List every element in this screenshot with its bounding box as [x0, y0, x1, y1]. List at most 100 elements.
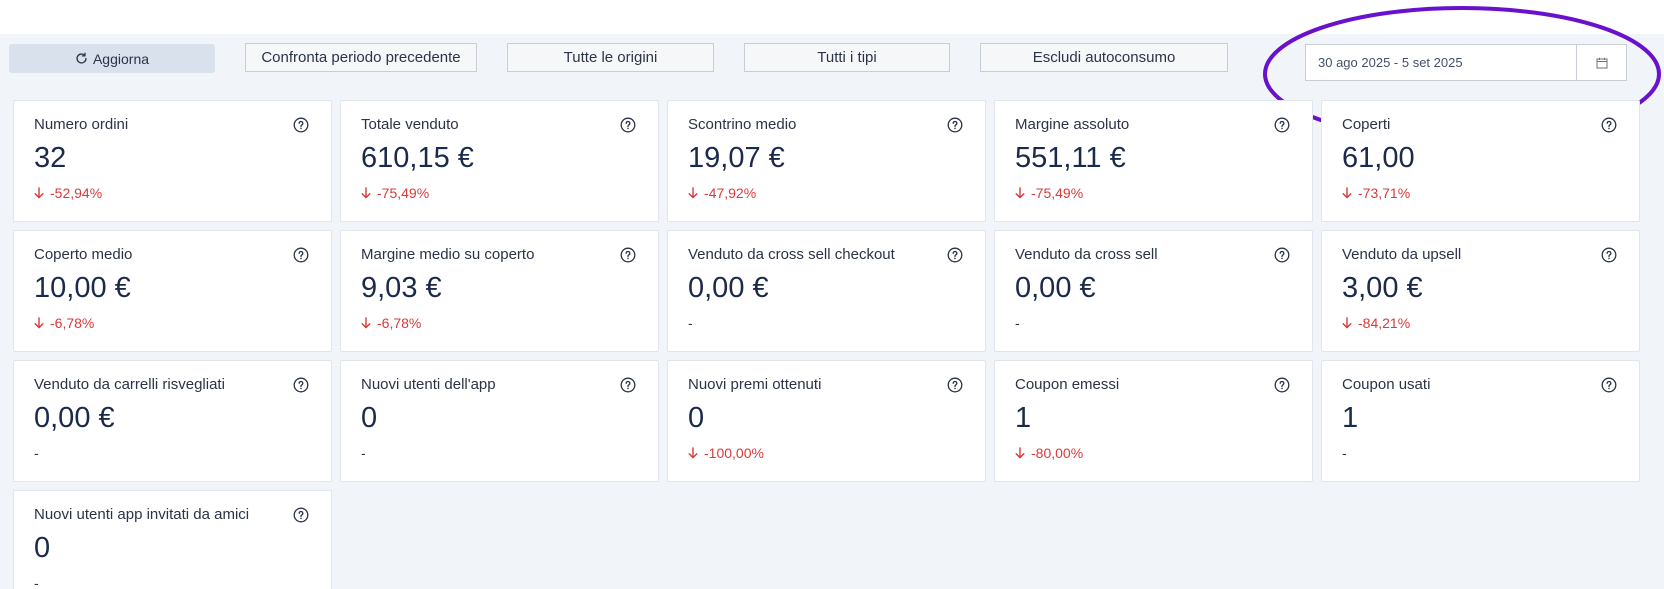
help-circle-icon[interactable] — [947, 377, 963, 393]
kpi-delta-text: -75,49% — [1031, 185, 1084, 201]
kpi-delta-text: -47,92% — [704, 185, 757, 201]
help-circle-icon[interactable] — [620, 247, 636, 263]
arrow-down-icon — [34, 187, 44, 199]
help-circle-icon[interactable] — [293, 117, 309, 133]
kpi-delta-text: -100,00% — [704, 445, 764, 461]
kpi-value: 9,03 € — [361, 272, 442, 304]
kpi-delta: -52,94% — [34, 185, 102, 201]
origins-button-label: Tutte le origini — [563, 49, 658, 66]
help-circle-icon[interactable] — [947, 247, 963, 263]
kpi-value: 0 — [361, 402, 378, 434]
kpi-label: Margine assoluto — [1015, 116, 1130, 133]
compare-button-label: Confronta periodo precedente — [261, 49, 461, 66]
kpi-card: Margine medio su coperto 9,03 € -6,78% — [340, 230, 659, 352]
help-circle-icon[interactable] — [293, 507, 309, 523]
help-circle-icon[interactable] — [947, 117, 963, 133]
kpi-value: 3,00 € — [1342, 272, 1423, 304]
arrow-down-icon — [688, 187, 698, 199]
kpi-label: Scontrino medio — [688, 116, 797, 133]
kpi-delta-text: - — [34, 575, 39, 589]
kpi-card: Nuovi utenti app invitati da amici 0 - — [13, 490, 332, 589]
kpi-delta: -6,78% — [361, 315, 421, 331]
kpi-label: Coperto medio — [34, 246, 133, 263]
arrow-down-icon — [34, 317, 44, 329]
help-circle-icon[interactable] — [620, 117, 636, 133]
kpi-delta: - — [34, 445, 39, 461]
kpi-delta-text: -6,78% — [50, 315, 95, 331]
exclude-self-consumption-button[interactable]: Escludi autoconsumo — [980, 43, 1228, 72]
refresh-button-label: Aggiorna — [92, 50, 150, 67]
arrow-down-icon — [688, 447, 698, 459]
refresh-button[interactable]: Aggiorna — [9, 44, 215, 73]
help-circle-icon[interactable] — [293, 247, 309, 263]
date-range-picker — [1305, 44, 1627, 81]
arrow-down-icon — [361, 187, 371, 199]
kpi-delta: -100,00% — [688, 445, 764, 461]
kpi-delta: -75,49% — [1015, 185, 1083, 201]
kpi-label: Venduto da upsell — [1342, 246, 1462, 263]
kpi-delta-text: -84,21% — [1358, 315, 1411, 331]
kpi-value: 0,00 € — [1015, 272, 1096, 304]
compare-previous-period-button[interactable]: Confronta periodo precedente — [245, 43, 477, 72]
exclude-button-label: Escludi autoconsumo — [1032, 49, 1176, 66]
kpi-delta: - — [1342, 445, 1347, 461]
kpi-value: 0 — [688, 402, 705, 434]
calendar-icon — [1596, 57, 1608, 69]
kpi-delta-text: - — [1015, 315, 1020, 331]
kpi-label: Venduto da carrelli risvegliati — [34, 376, 225, 393]
kpi-label: Nuovi utenti dell'app — [361, 376, 496, 393]
date-range-input[interactable] — [1306, 45, 1576, 80]
kpi-card: Nuovi utenti dell'app 0 - — [340, 360, 659, 482]
arrow-down-icon — [1342, 317, 1352, 329]
calendar-button[interactable] — [1576, 45, 1626, 80]
arrow-down-icon — [1015, 447, 1025, 459]
kpi-value: 10,00 € — [34, 272, 131, 304]
help-circle-icon[interactable] — [1274, 377, 1290, 393]
help-circle-icon[interactable] — [1601, 117, 1617, 133]
kpi-card: Numero ordini 32 -52,94% — [13, 100, 332, 222]
kpi-card: Totale venduto 610,15 € -75,49% — [340, 100, 659, 222]
kpi-delta-text: - — [688, 315, 693, 331]
kpi-delta: - — [361, 445, 366, 461]
kpi-label: Margine medio su coperto — [361, 246, 535, 263]
kpi-value: 32 — [34, 142, 67, 174]
kpi-label: Nuovi premi ottenuti — [688, 376, 822, 393]
kpi-value: 19,07 € — [688, 142, 785, 174]
kpi-card: Venduto da carrelli risvegliati 0,00 € - — [13, 360, 332, 482]
kpi-delta-text: -75,49% — [377, 185, 430, 201]
kpi-delta: -6,78% — [34, 315, 94, 331]
help-circle-icon[interactable] — [1274, 117, 1290, 133]
help-circle-icon[interactable] — [1601, 247, 1617, 263]
arrow-down-icon — [361, 317, 371, 329]
kpi-delta-text: - — [34, 445, 39, 461]
help-circle-icon[interactable] — [620, 377, 636, 393]
kpi-card: Margine assoluto 551,11 € -75,49% — [994, 100, 1313, 222]
help-circle-icon[interactable] — [1601, 377, 1617, 393]
kpi-delta: - — [1015, 315, 1020, 331]
kpi-delta: -75,49% — [361, 185, 429, 201]
kpi-card: Venduto da cross sell checkout 0,00 € - — [667, 230, 986, 352]
kpi-label: Numero ordini — [34, 116, 129, 133]
kpi-label: Totale venduto — [361, 116, 459, 133]
all-origins-button[interactable]: Tutte le origini — [507, 43, 714, 72]
kpi-delta-text: -80,00% — [1031, 445, 1084, 461]
types-button-label: Tutti i tipi — [817, 49, 877, 66]
kpi-delta-text: - — [361, 445, 366, 461]
kpi-value: 551,11 € — [1015, 142, 1126, 174]
kpi-value: 0,00 € — [688, 272, 769, 304]
kpi-label: Venduto da cross sell — [1015, 246, 1158, 263]
kpi-card: Nuovi premi ottenuti 0 -100,00% — [667, 360, 986, 482]
kpi-value: 1 — [1342, 402, 1359, 434]
kpi-delta-text: - — [1342, 445, 1347, 461]
kpi-delta-text: -52,94% — [50, 185, 103, 201]
kpi-card: Scontrino medio 19,07 € -47,92% — [667, 100, 986, 222]
help-circle-icon[interactable] — [293, 377, 309, 393]
kpi-label: Venduto da cross sell checkout — [688, 246, 895, 263]
all-types-button[interactable]: Tutti i tipi — [744, 43, 950, 72]
kpi-delta: -73,71% — [1342, 185, 1410, 201]
arrow-down-icon — [1342, 187, 1352, 199]
kpi-value: 0 — [34, 532, 51, 564]
kpi-card: Coperti 61,00 -73,71% — [1321, 100, 1640, 222]
kpi-label: Coupon emessi — [1015, 376, 1120, 393]
help-circle-icon[interactable] — [1274, 247, 1290, 263]
